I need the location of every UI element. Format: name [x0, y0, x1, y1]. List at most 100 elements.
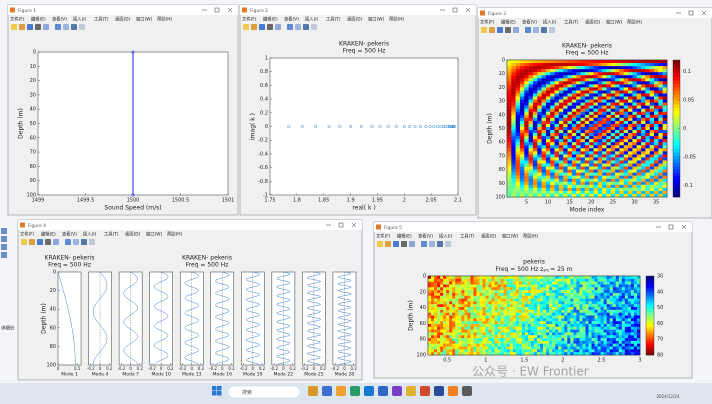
toolbar-button[interactable]: [35, 24, 41, 30]
toolbar-button[interactable]: [525, 27, 531, 33]
maximize-button[interactable]: [214, 7, 220, 13]
close-button[interactable]: [681, 224, 687, 230]
maximize-button[interactable]: [688, 10, 694, 16]
toolbar-button[interactable]: [481, 27, 487, 33]
toolbar-button[interactable]: [73, 239, 79, 245]
menu-item[interactable]: 查看(V): [284, 16, 299, 23]
menu-item[interactable]: 文件(F): [20, 231, 35, 238]
menu-item[interactable]: 桌面(D): [481, 233, 497, 240]
taskbar-app[interactable]: [406, 386, 416, 396]
toolbar-button[interactable]: [505, 27, 511, 33]
toolbar-button[interactable]: [429, 241, 435, 247]
menu-item[interactable]: 编辑(E): [263, 16, 278, 23]
menu-item[interactable]: 编辑(E): [397, 233, 412, 240]
menu-item[interactable]: 窗口(W): [136, 16, 153, 23]
toolbar-button[interactable]: [311, 24, 317, 30]
taskbar-app[interactable]: [462, 386, 472, 396]
menu-item[interactable]: 编辑(E): [31, 16, 46, 23]
toolbar-button[interactable]: [27, 24, 33, 30]
toolbar-button[interactable]: [45, 239, 51, 245]
menu-item[interactable]: 查看(V): [62, 231, 77, 238]
desktop-icon[interactable]: [1, 236, 7, 242]
toolbar-button[interactable]: [11, 24, 17, 30]
menu-item[interactable]: 帮助(H): [627, 19, 643, 26]
menu-item[interactable]: 工具(T): [460, 234, 475, 240]
toolbar-button[interactable]: [287, 24, 293, 30]
taskbar-app[interactable]: [392, 386, 402, 396]
menu-item[interactable]: 窗口(W): [502, 233, 519, 240]
menu-item[interactable]: 工具(T): [94, 17, 109, 23]
toolbar-button[interactable]: [37, 239, 43, 245]
toolbar-button[interactable]: [79, 24, 85, 30]
taskbar-app[interactable]: [420, 386, 430, 396]
toolbar-button[interactable]: [393, 241, 399, 247]
menu-item[interactable]: 窗口(W): [368, 16, 385, 23]
toolbar-button[interactable]: [55, 24, 61, 30]
menu-item[interactable]: 工具(T): [564, 20, 579, 26]
toolbar-button[interactable]: [541, 27, 547, 33]
toolbar-button[interactable]: [21, 239, 27, 245]
taskbar-app[interactable]: [350, 386, 360, 396]
menu-item[interactable]: 查看(V): [522, 19, 537, 26]
toolbar-button[interactable]: [549, 27, 555, 33]
menu-item[interactable]: 插入(I): [305, 16, 319, 23]
taskbar-app[interactable]: [378, 386, 388, 396]
toolbar-button[interactable]: [267, 24, 273, 30]
toolbar-button[interactable]: [29, 239, 35, 245]
taskbar-app[interactable]: [364, 386, 374, 396]
menu-item[interactable]: 编辑(E): [41, 231, 56, 238]
toolbar-button[interactable]: [421, 241, 427, 247]
toolbar-button[interactable]: [377, 241, 383, 247]
taskbar-app[interactable]: [434, 386, 444, 396]
menu-item[interactable]: 查看(V): [52, 16, 67, 23]
menu-item[interactable]: 桌面(D): [347, 16, 363, 23]
menu-item[interactable]: 帮助(H): [157, 16, 173, 23]
close-button[interactable]: [351, 222, 357, 228]
menu-item[interactable]: 桌面(D): [115, 16, 131, 23]
toolbar-button[interactable]: [19, 24, 25, 30]
desktop-icon[interactable]: [1, 244, 7, 250]
start-button[interactable]: [212, 386, 217, 391]
toolbar-button[interactable]: [533, 27, 539, 33]
taskbar-app[interactable]: [322, 386, 332, 396]
desktop-icon[interactable]: [1, 252, 7, 258]
start-button[interactable]: [212, 391, 217, 396]
menu-item[interactable]: 帮助(H): [523, 233, 539, 240]
menu-item[interactable]: 插入(I): [83, 231, 97, 238]
toolbar-button[interactable]: [81, 239, 87, 245]
menu-item[interactable]: 文件(F): [480, 19, 495, 26]
menu-item[interactable]: 工具(T): [326, 17, 341, 23]
toolbar-button[interactable]: [65, 239, 71, 245]
toolbar-button[interactable]: [513, 27, 519, 33]
menu-item[interactable]: 文件(F): [242, 16, 257, 23]
menu-item[interactable]: 插入(I): [73, 16, 87, 23]
toolbar-button[interactable]: [53, 239, 59, 245]
menu-item[interactable]: 桌面(D): [125, 231, 141, 238]
toolbar-button[interactable]: [385, 241, 391, 247]
toolbar-button[interactable]: [259, 24, 265, 30]
toolbar-button[interactable]: [275, 24, 281, 30]
maximize-button[interactable]: [338, 222, 344, 228]
toolbar-button[interactable]: [437, 241, 443, 247]
toolbar-button[interactable]: [43, 24, 49, 30]
search-box[interactable]: [227, 385, 301, 399]
menu-item[interactable]: 窗口(W): [146, 231, 163, 238]
menu-item[interactable]: 帮助(H): [389, 16, 405, 23]
toolbar-button[interactable]: [489, 27, 495, 33]
close-button[interactable]: [701, 10, 707, 16]
toolbar-button[interactable]: [303, 24, 309, 30]
menu-item[interactable]: 插入(I): [439, 233, 453, 240]
taskbar-app[interactable]: [308, 386, 318, 396]
toolbar-button[interactable]: [251, 24, 257, 30]
menu-item[interactable]: 编辑(E): [501, 19, 516, 26]
desktop-icon[interactable]: [1, 228, 7, 234]
menu-item[interactable]: 查看(V): [418, 233, 433, 240]
close-button[interactable]: [465, 7, 471, 13]
toolbar-button[interactable]: [445, 241, 451, 247]
menu-item[interactable]: 桌面(D): [585, 19, 601, 26]
close-button[interactable]: [227, 7, 233, 13]
taskbar-app[interactable]: [448, 386, 458, 396]
menu-item[interactable]: 文件(F): [10, 16, 25, 23]
toolbar-button[interactable]: [71, 24, 77, 30]
menu-item[interactable]: 工具(T): [104, 232, 119, 238]
